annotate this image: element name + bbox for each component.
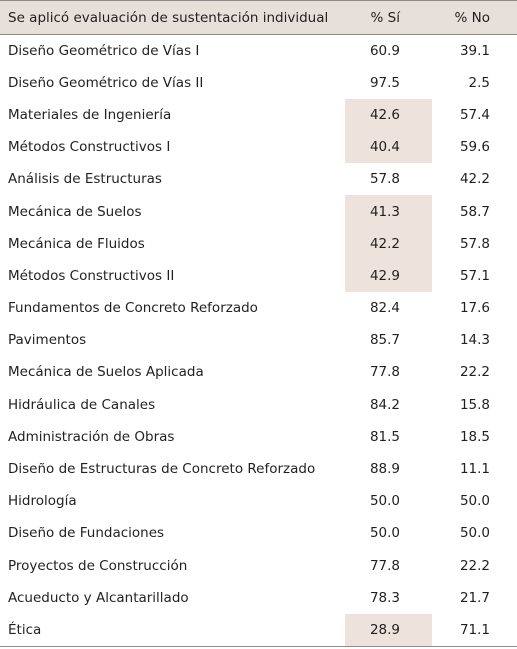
course-name-cell: Fundamentos de Concreto Reforzado bbox=[8, 300, 258, 317]
course-name-cell: Proyectos de Construcción bbox=[8, 557, 188, 574]
course-name-cell: Materiales de Ingeniería bbox=[8, 106, 172, 123]
percent-si-cell: 42.2 bbox=[345, 227, 432, 260]
percent-no-cell: 11.1 bbox=[459, 461, 490, 478]
course-name-cell: Mecánica de Suelos bbox=[8, 203, 142, 220]
course-name-cell: Mecánica de Fluidos bbox=[8, 235, 145, 252]
percent-si-cell: 42.6 bbox=[345, 98, 432, 132]
table-row: Administración de Obras 81.5 18.5 bbox=[0, 421, 517, 453]
table-row: Diseño de Estructuras de Concreto Reforz… bbox=[0, 453, 517, 485]
table-row: Hidrología 50.0 50.0 bbox=[0, 485, 517, 517]
course-name-cell: Hidráulica de Canales bbox=[8, 396, 156, 413]
percent-no-cell: 50.0 bbox=[459, 493, 490, 510]
percent-si-cell: 97.5 bbox=[369, 74, 400, 91]
table-row: Ética 28.9 71.1 bbox=[0, 613, 517, 647]
table-row: Mecánica de Suelos Aplicada 77.8 22.2 bbox=[0, 356, 517, 388]
course-name-cell: Hidrología bbox=[8, 493, 77, 510]
percent-si-cell: 81.5 bbox=[369, 428, 400, 445]
percent-si-cell: 84.2 bbox=[369, 396, 400, 413]
course-name-cell: Diseño de Fundaciones bbox=[8, 525, 165, 542]
table-row: Acueducto y Alcantarillado 78.3 21.7 bbox=[0, 582, 517, 614]
header-course: Se aplicó evaluación de sustentación ind… bbox=[0, 0, 345, 35]
percent-no-cell: 42.2 bbox=[459, 171, 490, 188]
course-name-cell: Métodos Constructivos II bbox=[8, 267, 175, 284]
percent-si-cell: 60.9 bbox=[369, 42, 400, 59]
table-row: Pavimentos 85.7 14.3 bbox=[0, 324, 517, 356]
percent-si-cell: 50.0 bbox=[369, 525, 400, 542]
table-row: Hidráulica de Canales 84.2 15.8 bbox=[0, 389, 517, 421]
header-percent-no: % No bbox=[432, 0, 517, 35]
percent-no-cell: 58.7 bbox=[459, 203, 490, 220]
percent-no-cell: 22.2 bbox=[459, 557, 490, 574]
table-header: Se aplicó evaluación de sustentación ind… bbox=[0, 0, 517, 35]
course-name-cell: Pavimentos bbox=[8, 332, 87, 349]
percent-no-cell: 39.1 bbox=[459, 42, 490, 59]
table-row: Métodos Constructivos II 42.9 57.1 bbox=[0, 259, 517, 292]
percent-si-cell: 88.9 bbox=[369, 461, 400, 478]
percent-si-cell: 78.3 bbox=[369, 589, 400, 606]
course-name-cell: Acueducto y Alcantarillado bbox=[8, 589, 189, 606]
table-body: Diseño Geométrico de Vías I 60.9 39.1 Diseñ… bbox=[0, 35, 517, 647]
percent-no-cell: 22.2 bbox=[459, 364, 490, 381]
percent-si-cell: 77.8 bbox=[369, 557, 400, 574]
table-row: Métodos Constructivos I 40.4 59.6 bbox=[0, 131, 517, 164]
percent-no-cell: 21.7 bbox=[459, 589, 490, 606]
table-row: Mecánica de Suelos 41.3 58.7 bbox=[0, 195, 517, 228]
table-row: Mecánica de Fluidos 42.2 57.8 bbox=[0, 227, 517, 260]
table-row: Fundamentos de Concreto Reforzado 82.4 17.… bbox=[0, 292, 517, 324]
percent-no-cell: 57.8 bbox=[459, 235, 490, 252]
table-row: Diseño Geométrico de Vías II 97.5 2.5 bbox=[0, 67, 517, 99]
percent-si-cell: 82.4 bbox=[369, 300, 400, 317]
header-row: Se aplicó evaluación de sustentación ind… bbox=[0, 0, 517, 35]
percent-no-cell: 15.8 bbox=[459, 396, 490, 413]
header-percent-si: % Sí bbox=[345, 0, 432, 35]
percent-si-cell: 28.9 bbox=[345, 613, 432, 647]
course-name-cell: Diseño Geométrico de Vías I bbox=[8, 42, 200, 59]
course-name-cell: Métodos Constructivos I bbox=[8, 139, 171, 156]
percent-no-cell: 14.3 bbox=[459, 332, 490, 349]
course-name-cell: Diseño de Estructuras de Concreto Reforz… bbox=[8, 461, 316, 478]
percent-si-cell: 77.8 bbox=[369, 364, 400, 381]
course-name-cell: Análisis de Estructuras bbox=[8, 171, 162, 188]
table-row: Proyectos de Construcción 77.8 22.2 bbox=[0, 550, 517, 582]
percent-si-cell: 50.0 bbox=[369, 493, 400, 510]
table-row: Análisis de Estructuras 57.8 42.2 bbox=[0, 163, 517, 195]
percent-si-cell: 85.7 bbox=[369, 332, 400, 349]
percent-si-cell: 41.3 bbox=[345, 195, 432, 228]
table-row: Diseño Geométrico de Vías I 60.9 39.1 bbox=[0, 35, 517, 67]
percent-no-cell: 59.6 bbox=[459, 139, 490, 156]
percent-no-cell: 71.1 bbox=[432, 613, 517, 647]
course-name-cell: Ética bbox=[0, 613, 345, 647]
percent-si-cell: 57.8 bbox=[369, 171, 400, 188]
percent-no-cell: 50.0 bbox=[459, 525, 490, 542]
percent-no-cell: 2.5 bbox=[468, 74, 490, 91]
course-name-cell: Diseño Geométrico de Vías II bbox=[8, 74, 204, 91]
percent-no-cell: 57.4 bbox=[459, 106, 490, 123]
percent-no-cell: 57.1 bbox=[459, 267, 490, 284]
course-name-cell: Administración de Obras bbox=[8, 428, 175, 445]
table-row: Materiales de Ingeniería 42.6 57.4 bbox=[0, 98, 517, 132]
percent-no-cell: 18.5 bbox=[459, 428, 490, 445]
table-row: Diseño de Fundaciones 50.0 50.0 bbox=[0, 517, 517, 549]
percent-si-cell: 42.9 bbox=[345, 259, 432, 292]
percent-no-cell: 17.6 bbox=[459, 300, 490, 317]
percent-si-cell: 40.4 bbox=[345, 131, 432, 164]
course-name-cell: Mecánica de Suelos Aplicada bbox=[8, 364, 204, 381]
